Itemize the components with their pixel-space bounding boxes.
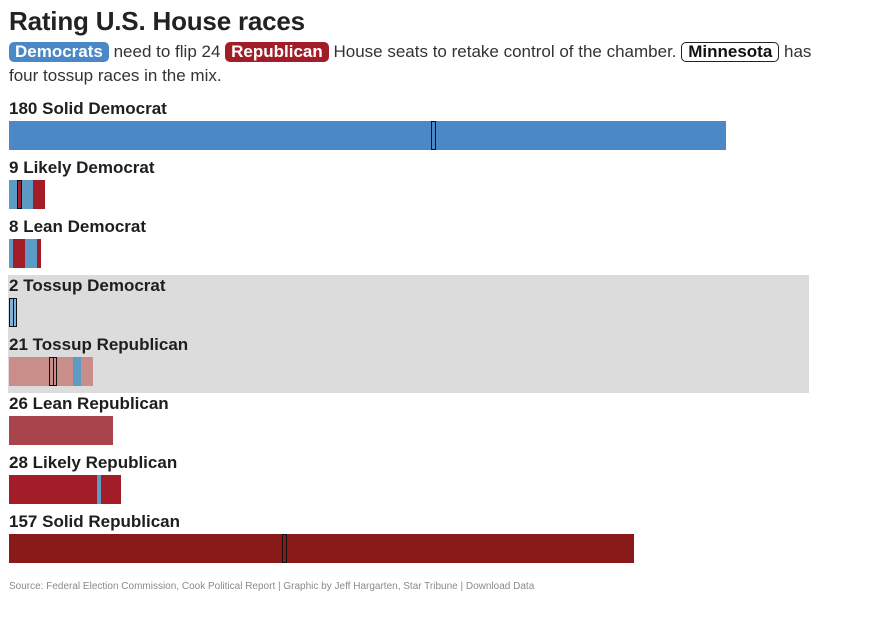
bar-segment-rep[interactable]: [100, 475, 121, 504]
bar-segment-rep[interactable]: [12, 239, 26, 268]
label-value: 157: [9, 512, 38, 531]
label-value: 26: [9, 394, 28, 413]
label-value: 28: [9, 453, 28, 472]
bar-segment-dem[interactable]: [9, 180, 18, 209]
bar-segment-dem[interactable]: [24, 239, 38, 268]
label-text: Lean Democrat: [23, 217, 147, 236]
bar-segment-rep[interactable]: [80, 357, 94, 386]
label-text: Solid Democrat: [42, 99, 167, 118]
bar-solid-democrat[interactable]: [9, 121, 726, 150]
bar-segment-dem[interactable]: [96, 475, 102, 504]
bar-likely-democrat[interactable]: [9, 180, 46, 209]
bar-segment-dem[interactable]: [9, 121, 726, 150]
label-lean-democrat: 8 Lean Democrat: [9, 217, 146, 237]
label-text: Solid Republican: [42, 512, 181, 531]
bar-segment-rep[interactable]: [9, 357, 74, 386]
bar-lean-republican[interactable]: [9, 416, 113, 445]
minnesota-marker[interactable]: [9, 298, 17, 327]
bar-segment-rep[interactable]: [9, 416, 113, 445]
label-text: Likely Republican: [32, 453, 178, 472]
label-solid-democrat: 180 Solid Democrat: [9, 99, 167, 119]
intro-text-2: House seats to retake control of the cha…: [328, 42, 682, 61]
chart-intro: Democrats need to flip 24 Republican Hou…: [9, 40, 829, 88]
bar-lean-democrat[interactable]: [9, 239, 42, 268]
minnesota-marker[interactable]: [281, 534, 287, 563]
bar-segment-dem[interactable]: [9, 239, 14, 268]
label-text: Likely Democrat: [23, 158, 155, 177]
republican-chip: Republican: [225, 42, 329, 62]
bar-segment-rep[interactable]: [9, 475, 98, 504]
bar-segment-rep[interactable]: [32, 180, 46, 209]
label-tossup-democrat: 2 Tossup Democrat: [9, 276, 166, 296]
label-text: Lean Republican: [32, 394, 169, 413]
intro-text-1: need to flip 24: [108, 42, 226, 61]
minnesota-marker-divider: [52, 358, 55, 385]
minnesota-marker[interactable]: [16, 180, 22, 209]
bar-segment-dem[interactable]: [72, 357, 82, 386]
label-value: 180: [9, 99, 38, 118]
label-text: Tossup Republican: [32, 335, 189, 354]
label-value: 21: [9, 335, 28, 354]
bar-tossup-democrat[interactable]: [9, 298, 18, 327]
label-value: 8: [9, 217, 19, 236]
bar-solid-republican[interactable]: [9, 534, 635, 563]
label-text: Tossup Democrat: [23, 276, 166, 295]
minnesota-marker[interactable]: [48, 357, 57, 386]
bar-tossup-republican[interactable]: [9, 357, 94, 386]
source-note: Source: Federal Election Commission, Coo…: [9, 581, 535, 592]
minnesota-marker-divider: [12, 299, 15, 326]
label-solid-republican: 157 Solid Republican: [9, 512, 180, 532]
intro-text-3: has four tossup races in the mix.: [9, 42, 812, 85]
label-value: 2: [9, 276, 19, 295]
bar-segment-rep[interactable]: [16, 180, 22, 209]
label-tossup-republican: 21 Tossup Republican: [9, 335, 188, 355]
label-value: 9: [9, 158, 19, 177]
tossup-band: [8, 275, 809, 393]
label-lean-republican: 26 Lean Republican: [9, 394, 169, 414]
label-likely-republican: 28 Likely Republican: [9, 453, 177, 473]
minnesota-marker[interactable]: [430, 121, 436, 150]
bar-segment-rep[interactable]: [36, 239, 42, 268]
minnesota-chip[interactable]: Minnesota: [681, 42, 780, 62]
chart-title: Rating U.S. House races: [9, 6, 305, 36]
bar-likely-republican[interactable]: [9, 475, 121, 504]
bar-segment-rep[interactable]: [9, 534, 635, 563]
label-likely-democrat: 9 Likely Democrat: [9, 158, 155, 178]
bar-segment-dem[interactable]: [20, 180, 34, 209]
democrats-chip: Democrats: [9, 42, 109, 62]
